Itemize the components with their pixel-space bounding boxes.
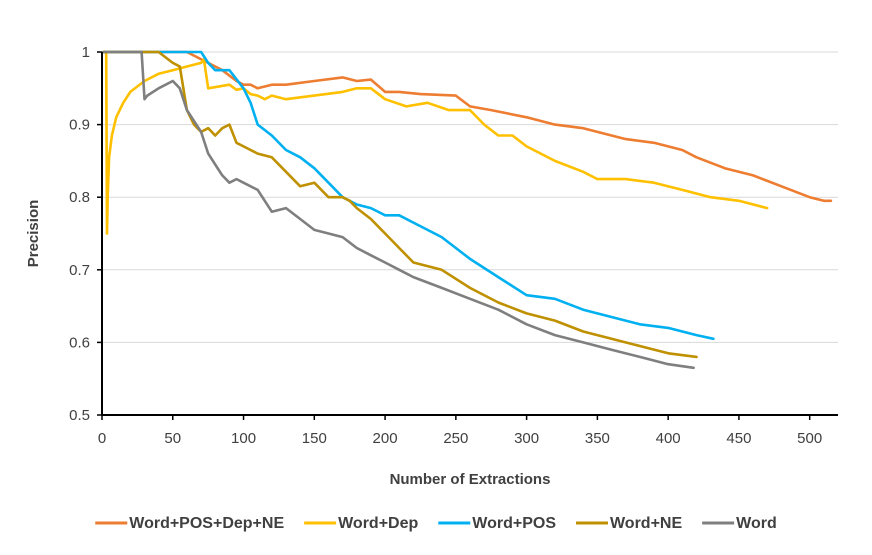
series-line-word-pos	[102, 50, 715, 341]
y-tick-label: 1	[82, 44, 90, 61]
legend-item: Word+POS	[438, 515, 556, 532]
legend-label: Word+POS	[472, 515, 556, 532]
x-tick-label: 450	[726, 430, 751, 447]
x-tick-label: 300	[514, 430, 539, 447]
legend-item: Word	[702, 515, 777, 532]
series-line-word	[102, 50, 695, 370]
series-line-word-pos-dep-ne	[102, 50, 833, 203]
axes	[97, 51, 838, 420]
legend-label: Word+Dep	[338, 515, 418, 532]
x-tick-label: 250	[443, 430, 468, 447]
x-tick-label: 350	[585, 430, 610, 447]
legend-label: Word+POS+Dep+NE	[129, 515, 284, 532]
x-tick-label: 0	[98, 430, 106, 447]
x-tick-label: 100	[231, 430, 256, 447]
x-tick-label: 200	[373, 430, 398, 447]
x-tick-labels: 0 50 100 150 200 250 300 350 400 450 500	[98, 430, 822, 447]
x-tick-label: 500	[797, 430, 822, 447]
y-tick-label: 0.6	[69, 334, 90, 351]
legend-label: Word+NE	[610, 515, 682, 532]
x-tick-label: 150	[302, 430, 327, 447]
x-tick-label: 400	[656, 430, 681, 447]
y-tick-label: 0.7	[69, 262, 90, 279]
y-axis-title: Precision	[25, 200, 42, 268]
x-tick-label: 50	[164, 430, 181, 447]
y-tick-label: 0.8	[69, 189, 90, 206]
x-axis-title: Number of Extractions	[390, 471, 551, 488]
y-tick-label: 0.9	[69, 117, 90, 134]
series-line-word-ne	[102, 50, 698, 359]
legend-item: Word+Dep	[304, 515, 419, 532]
legend-label: Word	[736, 515, 777, 532]
series-line-word-dep	[102, 50, 769, 235]
y-tick-labels: 0.5 0.6 0.7 0.8 0.9 1	[69, 44, 90, 424]
legend-item: Word+POS+Dep+NE	[95, 515, 284, 532]
y-tick-label: 0.5	[69, 407, 90, 424]
gridlines	[102, 51, 838, 343]
series-lines	[102, 50, 833, 370]
legend: Word+POS+Dep+NE Word+Dep Word+POS Word+NE Wo…	[95, 515, 777, 532]
legend-item: Word+NE	[575, 515, 682, 532]
